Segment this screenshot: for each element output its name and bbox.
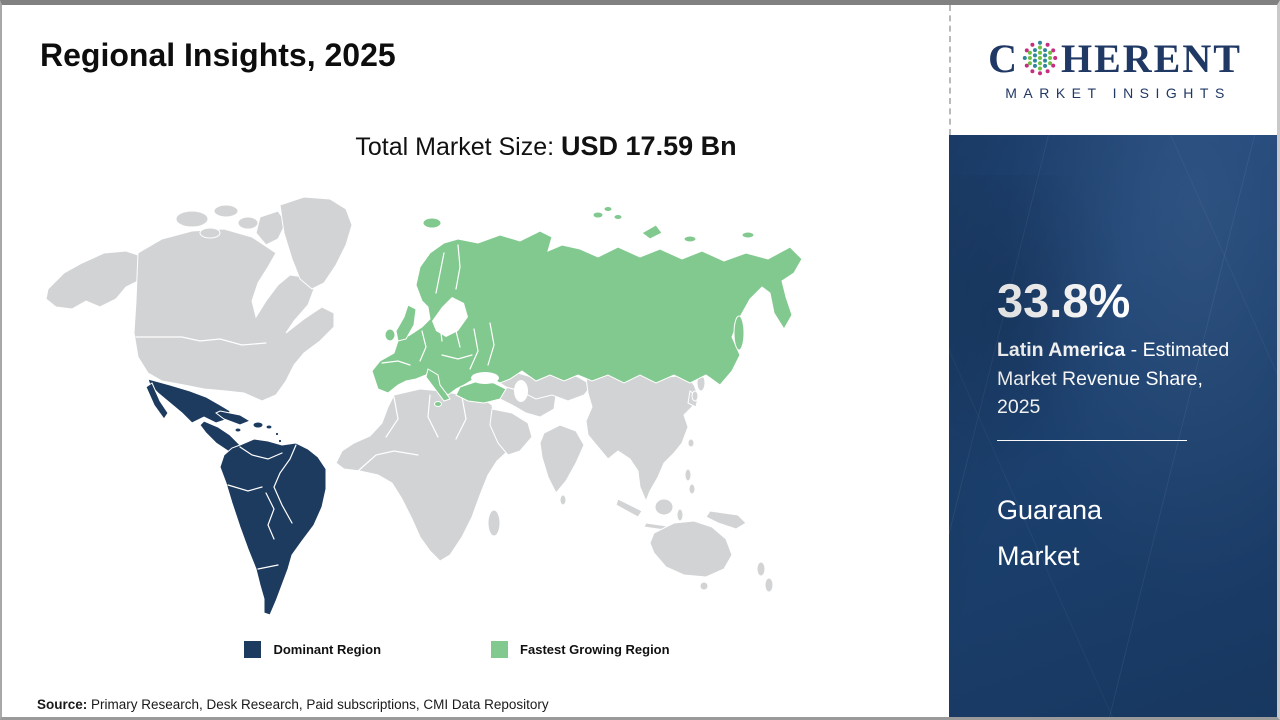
logo-word-start: C (988, 36, 1019, 81)
map-region-rest-of-world (45, 196, 774, 593)
total-market-size-value: USD 17.59 Bn (561, 131, 737, 161)
logo-tagline: MARKET INSIGHTS (1005, 85, 1231, 101)
right-column: C (949, 5, 1277, 717)
source-text: Primary Research, Desk Research, Paid su… (87, 697, 549, 712)
brand-logo: C (988, 39, 1242, 79)
legend-item-fastest-growing: Fastest Growing Region (491, 641, 670, 658)
legend-item-dominant: Dominant Region (244, 641, 381, 658)
main-content-area: Regional Insights, 2025 Total Market Siz… (2, 5, 947, 717)
logo-word-end: HERENT (1060, 36, 1242, 81)
brand-logo-area: C (949, 5, 1277, 135)
stat-region-name: Latin America (997, 339, 1126, 361)
stat-divider (997, 439, 1187, 441)
stat-panel: 33.8% Latin America - Estimated Market R… (949, 135, 1277, 717)
world-map-svg (45, 196, 803, 616)
source-line: Source: Primary Research, Desk Research,… (37, 697, 549, 712)
source-label: Source: (37, 697, 88, 712)
stat-value: 33.8% (997, 274, 1131, 327)
stat-desc-rest: - Estimated Market Revenue Share, 2025 (997, 339, 1230, 418)
stat-description: Latin America - Estimated Market Revenue… (997, 336, 1247, 422)
map-legend: Dominant Region Fastest Growing Region (42, 641, 812, 658)
fastest-growing-region-label: Fastest Growing Region (520, 642, 670, 657)
map-region-fastest-growing (371, 206, 803, 407)
world-map (42, 191, 812, 627)
total-market-size-line: Total Market Size: USD 17.59 Bn (355, 131, 736, 162)
total-market-size-label: Total Market Size: (355, 133, 562, 161)
logo-globe-icon (1022, 40, 1058, 76)
page-title: Regional Insights, 2025 (40, 37, 396, 73)
dominant-region-label: Dominant Region (273, 642, 382, 657)
map-region-dominant (145, 378, 327, 616)
market-name: Guarana Market (997, 494, 1103, 571)
fastest-growing-region-swatch (491, 641, 509, 658)
dominant-region-swatch (244, 641, 262, 658)
